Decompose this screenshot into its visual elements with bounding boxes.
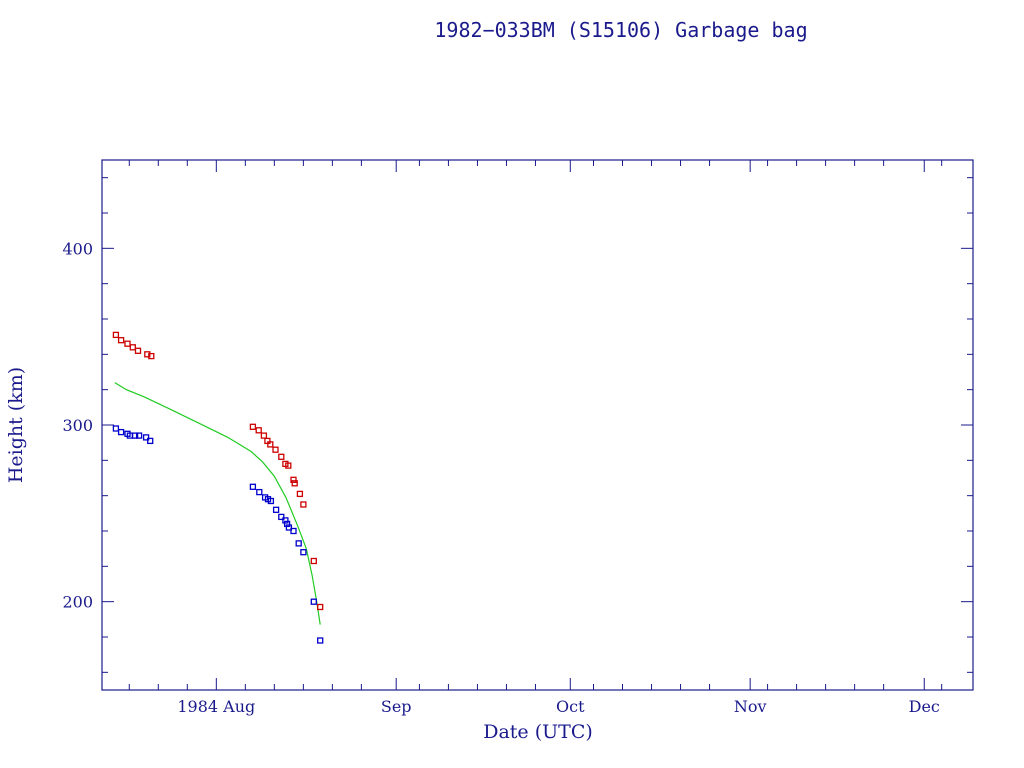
perigee-point	[283, 520, 291, 528]
x-tick-label: Dec	[909, 697, 940, 716]
perigee-point	[278, 513, 285, 521]
perigee-point	[147, 437, 154, 445]
apogee-point	[148, 352, 155, 360]
apogee-point	[117, 337, 125, 344]
perigee-point	[112, 425, 120, 432]
apogee-point	[300, 501, 307, 508]
x-axis-label: Date (UTC)	[483, 721, 593, 743]
apogee-point	[310, 557, 317, 565]
perigee-point	[272, 506, 280, 513]
apogee-point	[260, 432, 268, 439]
chart-title: 1982−033BM (S15106) Garbage bag	[434, 18, 807, 42]
perigee-point	[142, 434, 150, 441]
apogee-point	[317, 603, 324, 611]
x-axis-tick-labels: 1984 Aug Sep Oct Nov Dec	[177, 697, 940, 716]
apogee-point	[129, 344, 136, 351]
apogee-point	[134, 347, 142, 354]
x-tick-label: Nov	[734, 697, 767, 716]
y-tick-label: 400	[62, 239, 93, 258]
apogee-point	[255, 427, 262, 434]
apogee-point	[278, 453, 285, 460]
perigee-point	[300, 549, 307, 556]
perigee-point	[290, 527, 297, 535]
apogee-point	[144, 351, 151, 358]
perigee-point	[131, 432, 139, 439]
perigee-point	[282, 517, 289, 524]
perigee-point	[256, 488, 263, 496]
y-axis-ticks	[102, 177, 973, 673]
apogee-point	[272, 446, 279, 453]
perigee-point	[285, 524, 293, 531]
apogee-point	[112, 331, 120, 339]
perigee-point	[295, 540, 302, 547]
x-tick-label: Sep	[381, 697, 412, 716]
apogee-point	[267, 441, 274, 448]
x-axis-ticks	[128, 160, 943, 690]
x-tick-label: 1984 Aug	[177, 697, 255, 716]
perigee-point	[317, 637, 324, 644]
perigee-point	[135, 432, 143, 439]
perigee-point	[249, 483, 257, 490]
y-axis-tick-labels: 200 300 400	[62, 239, 93, 611]
apogee-point	[296, 490, 304, 498]
y-tick-label: 200	[62, 593, 93, 612]
x-tick-label: Oct	[556, 697, 585, 716]
apogee-point	[249, 423, 257, 430]
y-tick-label: 300	[62, 416, 93, 435]
apogee-point	[124, 340, 131, 347]
mean-curve	[114, 382, 321, 625]
plot-area	[112, 331, 324, 644]
apogee-point	[291, 480, 298, 487]
plot-frame	[101, 159, 974, 691]
perigee-point	[310, 598, 317, 605]
apogee-point	[285, 462, 292, 469]
perigee-point	[267, 497, 275, 505]
apogee-point	[290, 476, 297, 483]
perigee-point	[117, 428, 125, 436]
y-axis-label: Height (km)	[5, 367, 27, 483]
